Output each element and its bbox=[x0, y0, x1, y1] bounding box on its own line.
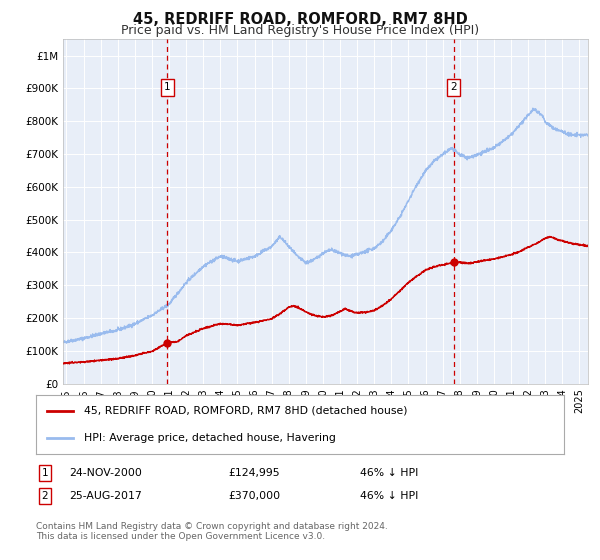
Text: 2: 2 bbox=[451, 82, 457, 92]
Text: 24-NOV-2000: 24-NOV-2000 bbox=[69, 468, 142, 478]
Text: Contains HM Land Registry data © Crown copyright and database right 2024.
This d: Contains HM Land Registry data © Crown c… bbox=[36, 522, 388, 542]
Text: 46% ↓ HPI: 46% ↓ HPI bbox=[360, 491, 418, 501]
Text: 45, REDRIFF ROAD, ROMFORD, RM7 8HD (detached house): 45, REDRIFF ROAD, ROMFORD, RM7 8HD (deta… bbox=[83, 405, 407, 416]
Text: 25-AUG-2017: 25-AUG-2017 bbox=[69, 491, 142, 501]
Text: 1: 1 bbox=[164, 82, 170, 92]
Text: £370,000: £370,000 bbox=[228, 491, 280, 501]
Text: 45, REDRIFF ROAD, ROMFORD, RM7 8HD: 45, REDRIFF ROAD, ROMFORD, RM7 8HD bbox=[133, 12, 467, 27]
Text: 46% ↓ HPI: 46% ↓ HPI bbox=[360, 468, 418, 478]
Text: HPI: Average price, detached house, Havering: HPI: Average price, detached house, Have… bbox=[83, 433, 335, 443]
Text: 2: 2 bbox=[41, 491, 49, 501]
Text: Price paid vs. HM Land Registry's House Price Index (HPI): Price paid vs. HM Land Registry's House … bbox=[121, 24, 479, 36]
Text: £124,995: £124,995 bbox=[228, 468, 280, 478]
Text: 1: 1 bbox=[41, 468, 49, 478]
